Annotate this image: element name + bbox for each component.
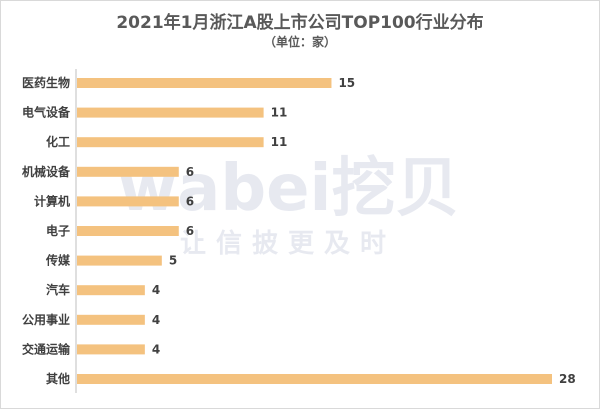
value-label: 4 bbox=[152, 342, 160, 356]
value-label: 6 bbox=[186, 165, 194, 179]
bar bbox=[77, 78, 332, 88]
chart-subtitle: （单位：家） bbox=[263, 35, 336, 49]
value-label: 11 bbox=[271, 106, 288, 120]
watermark: wabei挖贝 让信披更及时 bbox=[118, 152, 459, 259]
bar bbox=[77, 107, 264, 118]
category-label: 机械设备 bbox=[22, 164, 71, 179]
category-label: 电子 bbox=[46, 223, 70, 238]
value-label: 28 bbox=[559, 372, 576, 386]
category-label: 公用事业 bbox=[22, 312, 70, 327]
watermark-slogan: 让信披更及时 bbox=[180, 229, 396, 259]
bar bbox=[77, 166, 179, 177]
value-label: 15 bbox=[338, 76, 355, 90]
value-label: 6 bbox=[186, 224, 194, 238]
bar bbox=[77, 196, 179, 207]
value-label: 5 bbox=[169, 254, 177, 268]
bar bbox=[77, 374, 552, 384]
bar bbox=[77, 344, 145, 355]
bar bbox=[77, 255, 162, 266]
bar bbox=[77, 285, 145, 296]
category-label: 其他 bbox=[46, 371, 70, 386]
category-label: 电气设备 bbox=[22, 105, 71, 120]
category-label: 计算机 bbox=[34, 193, 70, 208]
category-label: 汽车 bbox=[46, 282, 70, 297]
chart-title: 2021年1月浙江A股上市公司TOP100行业分布 bbox=[116, 13, 484, 33]
bar-group: 医药生物 15 电气设备 11 化工 11 机械设备 6 计算机 6 电子 6 传媒 5 汽车 4 公用事业 4 交… bbox=[22, 75, 576, 386]
bar bbox=[77, 137, 264, 148]
value-label: 11 bbox=[271, 135, 288, 149]
bar bbox=[77, 314, 145, 325]
category-label: 交通运输 bbox=[22, 341, 71, 356]
category-label: 传媒 bbox=[45, 253, 71, 268]
value-label: 4 bbox=[152, 313, 160, 327]
bar bbox=[77, 226, 179, 236]
value-label: 6 bbox=[186, 194, 194, 208]
value-label: 4 bbox=[152, 283, 160, 297]
category-label: 化工 bbox=[46, 134, 70, 149]
watermark-brand: wabei挖贝 bbox=[118, 152, 459, 226]
category-label: 医药生物 bbox=[22, 75, 70, 90]
